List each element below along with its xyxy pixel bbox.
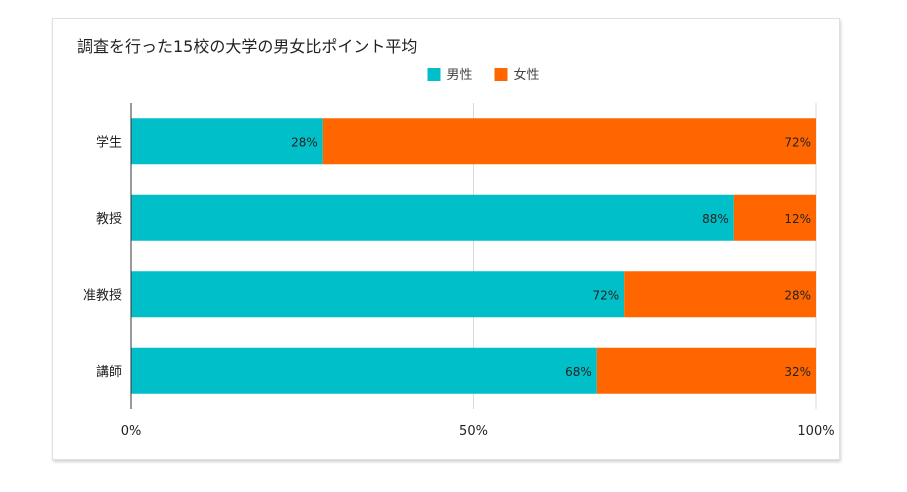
x-axis-ticks: 0% 50% 100% xyxy=(121,424,835,439)
category-label: 講師 xyxy=(96,364,122,380)
data-label: 28% xyxy=(784,288,811,302)
category-label: 准教授 xyxy=(83,287,122,303)
x-tick-label: 100% xyxy=(797,424,834,439)
data-label: 68% xyxy=(565,365,592,379)
data-label: 72% xyxy=(784,135,811,149)
bar-layer xyxy=(131,118,816,394)
data-label: 88% xyxy=(702,212,729,226)
legend-label: 男性 xyxy=(447,68,473,83)
x-tick-label: 50% xyxy=(459,424,488,439)
chart-title: 調査を行った15校の大学の男女比ポイント平均 xyxy=(77,37,417,56)
data-label: 72% xyxy=(593,288,620,302)
legend-swatch xyxy=(427,68,441,81)
bar-segment[interactable] xyxy=(131,194,734,241)
bar-segment[interactable] xyxy=(322,118,816,165)
legend[interactable]: 男性 女性 xyxy=(427,67,540,83)
bar-chart: 学生 28% 72% 教授 88% 12% 准教授 72% 28% 講師 68% 32% 調査を行った… xyxy=(77,37,835,439)
bar-segment[interactable] xyxy=(131,347,597,394)
legend-swatch xyxy=(494,68,508,81)
data-label: 12% xyxy=(784,212,811,226)
label-layer: 学生 28% 72% 教授 88% 12% 准教授 72% 28% 講師 68% 32% xyxy=(83,134,811,380)
data-label: 32% xyxy=(784,365,811,379)
chart-card: 学生 28% 72% 教授 88% 12% 准教授 72% 28% 講師 68% 32% 調査を行った… xyxy=(52,18,840,460)
bar-segment[interactable] xyxy=(596,347,816,394)
bar-segment[interactable] xyxy=(131,118,323,165)
bar-segment[interactable] xyxy=(131,271,625,318)
category-label: 学生 xyxy=(96,134,122,150)
x-tick-label: 0% xyxy=(121,424,142,439)
data-label: 28% xyxy=(291,135,318,149)
bar-segment[interactable] xyxy=(624,271,816,318)
category-label: 教授 xyxy=(96,211,122,227)
legend-label: 女性 xyxy=(514,67,540,83)
bar-segment[interactable] xyxy=(733,194,816,241)
